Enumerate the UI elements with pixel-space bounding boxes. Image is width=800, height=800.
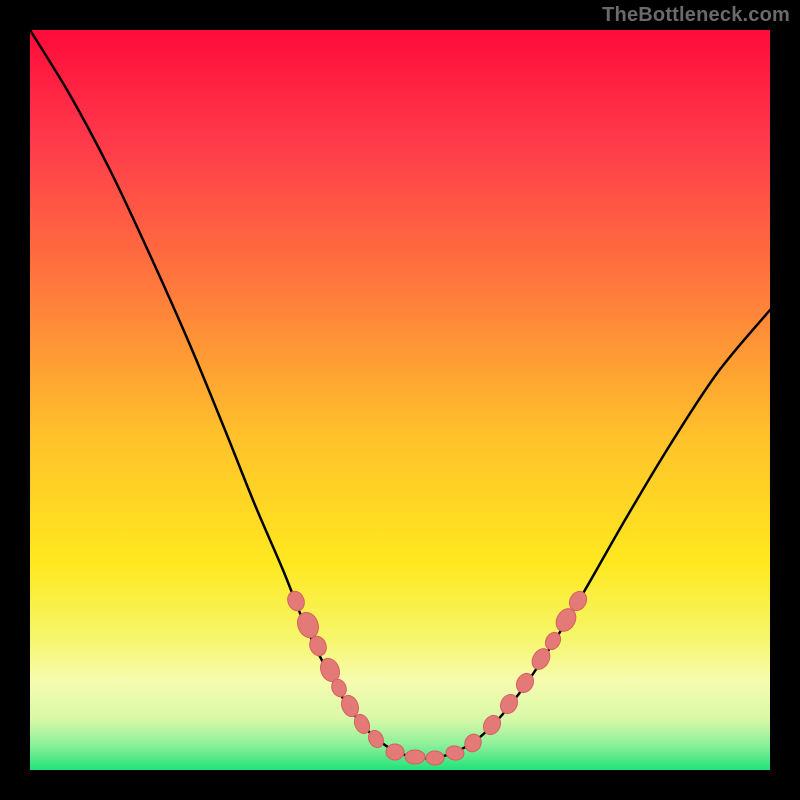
curve-marker — [386, 744, 404, 760]
plot-background — [30, 30, 770, 770]
curve-marker — [405, 750, 425, 764]
chart-stage: TheBottleneck.com — [0, 0, 800, 800]
curve-marker — [426, 751, 444, 765]
chart-svg — [0, 0, 800, 800]
watermark-text: TheBottleneck.com — [602, 4, 790, 27]
